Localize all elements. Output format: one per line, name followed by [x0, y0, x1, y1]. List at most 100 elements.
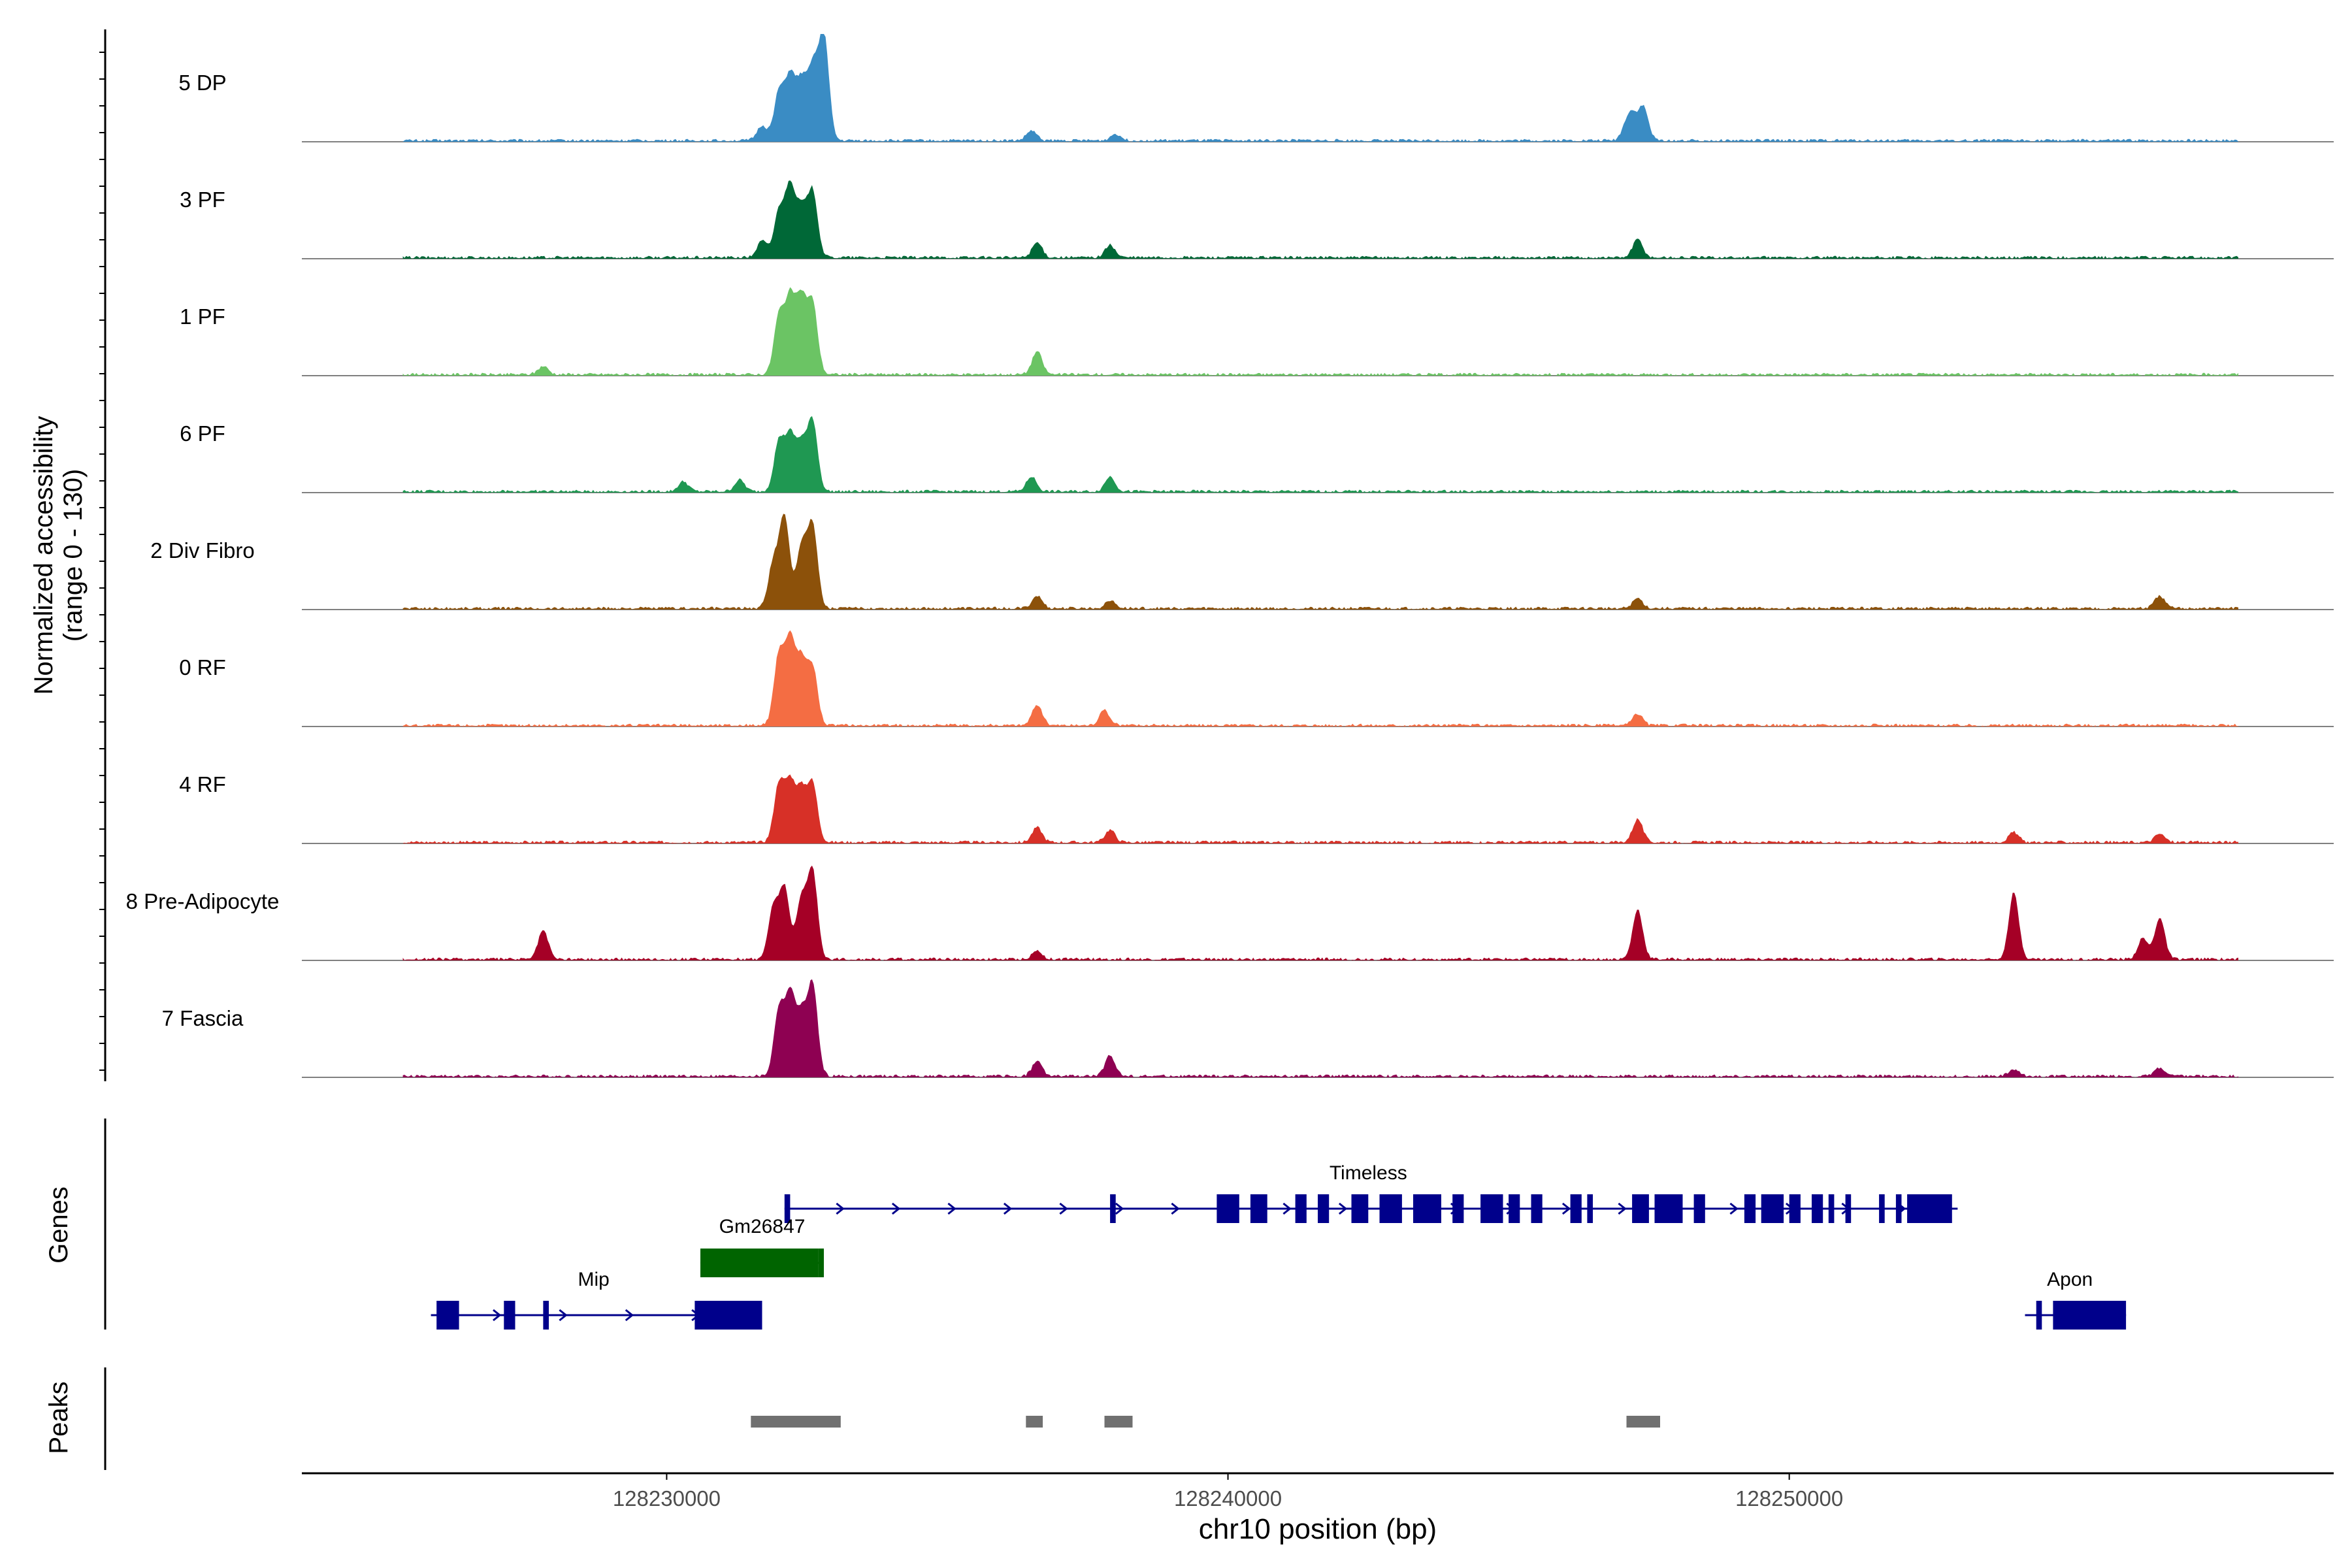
track-label: 0 RF [179, 655, 226, 679]
track-0-rf: 0 RF [179, 630, 2334, 727]
gene-gm26847: Gm26847 [700, 1216, 824, 1277]
gene-exon [1828, 1194, 1835, 1223]
gene-exon [1895, 1194, 1902, 1223]
track-label: 5 DP [178, 71, 226, 95]
gene-exon [1845, 1194, 1852, 1223]
gene-exon [1744, 1194, 1756, 1223]
gene-exon [1632, 1194, 1649, 1223]
track-3-pf: 3 PF [180, 180, 2334, 259]
coverage-tracks: 5 DP 3 PF 1 PF 6 PF 2 Div Fibro 0 RF 4 RF 8 Pre… [126, 34, 2334, 1078]
peak-region [1626, 1416, 1660, 1428]
coverage-y-ticks [99, 52, 105, 1071]
coverage-area-5-dp [402, 34, 2238, 142]
track-6-pf: 6 PF [180, 416, 2334, 493]
track-label: 2 Div Fibro [150, 538, 255, 563]
gene-exon [1318, 1194, 1330, 1223]
gene-annotation-track: Timeless Gm26847 Mip Apon [431, 1162, 2127, 1330]
gene-exon [1907, 1194, 1952, 1223]
strand-arrow [1282, 1202, 1292, 1215]
gene-label: Apon [2047, 1269, 2093, 1290]
track-label: 1 PF [180, 304, 225, 329]
gene-exon [2036, 1301, 2042, 1330]
x-axis-label: chr10 position (bp) [1199, 1513, 1437, 1545]
gene-exon [694, 1301, 762, 1330]
track-8-pre-adipocyte: 8 Pre-Adipocyte [126, 865, 2334, 961]
gene-exon [543, 1301, 549, 1330]
x-axis-ticks: 128230000 128240000 128250000 [613, 1473, 1843, 1511]
strand-arrow [1059, 1202, 1068, 1215]
track-label: 6 PF [180, 421, 225, 446]
gene-exon [504, 1301, 515, 1330]
strand-arrow [625, 1309, 634, 1322]
peak-regions-track [751, 1416, 1660, 1428]
x-tick-label: 128250000 [1735, 1486, 1843, 1511]
gene-exon [1217, 1194, 1239, 1223]
gene-exon [1570, 1194, 1582, 1223]
gene-exon [1879, 1194, 1885, 1223]
gene-exon [1295, 1194, 1307, 1223]
strand-arrow [1115, 1202, 1124, 1215]
coverage-area-6-pf [402, 416, 2238, 493]
gene-exon [1812, 1194, 1823, 1223]
coverage-area-3-pf [402, 180, 2238, 259]
track-5-dp: 5 DP [178, 34, 2334, 142]
gene-label: Mip [578, 1269, 610, 1290]
gene-exon [700, 1249, 819, 1277]
gene-timeless: Timeless [784, 1162, 1958, 1223]
gene-label: Gm26847 [719, 1216, 806, 1237]
gene-label: Timeless [1330, 1162, 1407, 1184]
gene-exon [784, 1194, 791, 1223]
track-4-rf: 4 RF [179, 772, 2334, 844]
coverage-area-4-rf [402, 774, 2238, 843]
track-1-pf: 1 PF [180, 287, 2334, 376]
coverage-area-8-pre-adipocyte [402, 865, 2238, 960]
peaks-label: Peaks [44, 1381, 73, 1454]
gene-exon [818, 1249, 824, 1277]
gene-exon [1654, 1194, 1683, 1223]
coverage-ylabel-line2: (range 0 - 130) [59, 469, 88, 642]
x-tick-label: 128230000 [613, 1486, 721, 1511]
gene-exon [1509, 1194, 1520, 1223]
strand-arrow [493, 1309, 502, 1322]
strand-arrow [891, 1202, 901, 1215]
coverage-ylabel-line1: Normalized accessibility [29, 416, 58, 695]
gene-exon [1250, 1194, 1267, 1223]
strand-arrow [947, 1202, 956, 1215]
gene-exon [1531, 1194, 1543, 1223]
gene-exon [1587, 1194, 1593, 1223]
coverage-area-7-fascia [402, 979, 2238, 1077]
coverage-area-0-rf [402, 630, 2238, 727]
genes-label: Genes [44, 1186, 73, 1264]
gene-mip: Mip [431, 1269, 762, 1330]
strand-arrow [1338, 1202, 1348, 1215]
gene-exon [1693, 1194, 1705, 1223]
track-label: 3 PF [180, 188, 225, 212]
gene-apon: Apon [2025, 1269, 2127, 1330]
track-label: 7 Fascia [162, 1006, 244, 1030]
strand-arrow [559, 1309, 568, 1322]
coverage-area-2-div-fibro [402, 514, 2238, 610]
gene-exon [1761, 1194, 1784, 1223]
gene-exon [436, 1301, 459, 1330]
gene-exon [1413, 1194, 1441, 1223]
track-7-fascia: 7 Fascia [162, 979, 2334, 1078]
track-label: 8 Pre-Adipocyte [126, 889, 280, 913]
gene-exon [1110, 1194, 1116, 1223]
gene-exon [1351, 1194, 1369, 1223]
strand-arrow [836, 1202, 845, 1215]
strand-arrow [1729, 1202, 1739, 1215]
gene-exon [1452, 1194, 1464, 1223]
gene-exon [2053, 1301, 2127, 1330]
gene-exon [1789, 1194, 1801, 1223]
peak-region [751, 1416, 841, 1428]
track-2-div-fibro: 2 Div Fibro [150, 514, 2334, 610]
strand-arrow [1561, 1202, 1571, 1215]
coverage-area-1-pf [402, 287, 2238, 376]
strand-arrow [1618, 1202, 1627, 1215]
strand-arrow [1171, 1202, 1180, 1215]
gene-exon [1379, 1194, 1402, 1223]
track-label: 4 RF [179, 772, 226, 796]
peak-region [1026, 1416, 1043, 1428]
gene-exon [1480, 1194, 1503, 1223]
